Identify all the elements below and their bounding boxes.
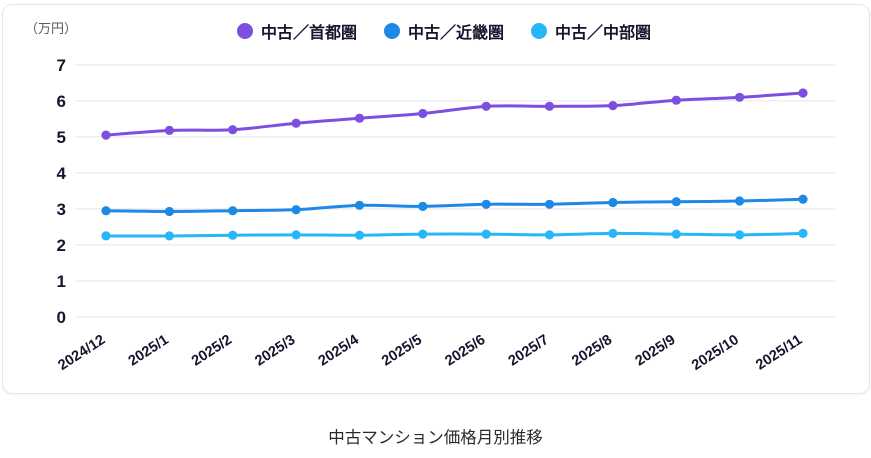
svg-text:7: 7 [57,56,66,75]
svg-text:2025/5: 2025/5 [379,332,425,370]
svg-text:2025/3: 2025/3 [252,332,298,370]
svg-text:2025/4: 2025/4 [316,332,362,370]
svg-text:6: 6 [57,92,66,111]
svg-text:1: 1 [57,272,66,291]
svg-text:2: 2 [57,236,66,255]
svg-text:2025/7: 2025/7 [506,332,552,370]
svg-text:5: 5 [57,128,66,147]
svg-text:2025/6: 2025/6 [442,332,488,370]
svg-text:2025/9: 2025/9 [633,332,679,370]
svg-text:2024/12: 2024/12 [55,332,108,374]
svg-text:2025/11: 2025/11 [753,332,805,374]
svg-text:2025/2: 2025/2 [189,332,235,370]
svg-text:2025/10: 2025/10 [689,332,742,374]
svg-text:0: 0 [57,308,66,327]
svg-text:4: 4 [57,164,67,183]
svg-text:3: 3 [57,200,66,219]
svg-text:2025/1: 2025/1 [126,332,172,370]
svg-text:2025/8: 2025/8 [569,332,615,370]
